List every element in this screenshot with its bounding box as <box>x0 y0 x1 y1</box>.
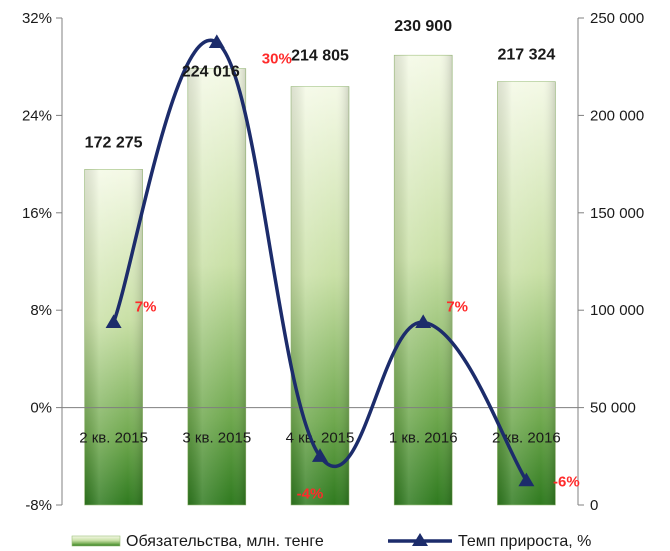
right-tick-label: 50 000 <box>590 400 636 417</box>
legend: Обязательства, млн. тенге Темп прироста, … <box>71 533 591 550</box>
right-tick-label: 150 000 <box>590 205 644 222</box>
left-tick-label: 0% <box>30 400 52 417</box>
left-tick-label: -8% <box>25 497 52 514</box>
category-label: 2 кв. 2016 <box>492 430 561 447</box>
right-tick-label: 200 000 <box>590 107 644 124</box>
triangle-marker <box>415 314 432 328</box>
left-tick-label: 8% <box>30 302 52 319</box>
left-tick-label: 16% <box>22 205 52 222</box>
bar-shade <box>497 81 556 506</box>
bar-value-label: 217 324 <box>497 47 555 64</box>
right-tick-label: 100 000 <box>590 302 644 319</box>
category-label: 2 кв. 2015 <box>79 430 148 447</box>
growth-value-label: 7% <box>446 298 468 315</box>
legend-triangle-marker <box>412 533 428 546</box>
triangle-marker <box>518 472 535 487</box>
bar-value-label: 224 016 <box>182 64 240 81</box>
bar-shade <box>291 86 349 505</box>
left-tick-label: 32% <box>22 10 52 27</box>
growth-line-path <box>111 38 529 483</box>
bar-value-label: 230 900 <box>394 18 452 35</box>
category-label: 3 кв. 2015 <box>182 430 251 447</box>
bar-value-label: 214 805 <box>291 48 349 65</box>
bar-shade <box>394 55 453 506</box>
legend-bar-swatch <box>71 535 121 547</box>
growth-value-label: 7% <box>135 298 157 315</box>
growth-line <box>105 34 535 487</box>
left-tick-label: 24% <box>22 107 52 124</box>
triangle-marker <box>105 314 122 328</box>
category-label: 4 кв. 2015 <box>286 430 355 447</box>
axes: -8% 0% 8% 16% 24% 32% 0 50 000 100 000 150 000 200… <box>22 10 644 514</box>
growth-value-label: -6% <box>553 474 580 491</box>
growth-value-label: -4% <box>297 485 324 502</box>
triangle-marker <box>208 34 225 48</box>
data-labels: 172 275 224 016 214 805 230 900 217 324 7% 30%… <box>85 18 580 502</box>
bar-shade <box>187 68 246 506</box>
bar-shade <box>84 169 143 505</box>
growth-value-label: 30% <box>262 50 292 67</box>
legend-bar-label: Обязательства, млн. тенге <box>126 533 324 550</box>
right-tick-label: 250 000 <box>590 10 644 27</box>
bars <box>84 54 556 506</box>
legend-line-label: Темп прироста, % <box>458 533 591 550</box>
triangle-marker <box>312 448 328 462</box>
right-tick-label: 0 <box>590 497 598 514</box>
category-labels: 2 кв. 2015 3 кв. 2015 4 кв. 2015 1 кв. 2016… <box>79 430 561 447</box>
category-label: 1 кв. 2016 <box>389 430 458 447</box>
bar-value-label: 172 275 <box>85 134 143 151</box>
